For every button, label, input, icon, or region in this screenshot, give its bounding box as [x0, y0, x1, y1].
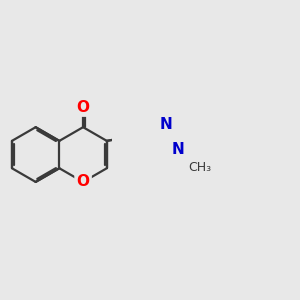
Text: N: N	[160, 117, 173, 132]
Text: O: O	[76, 100, 90, 115]
Text: N: N	[172, 142, 184, 157]
Text: O: O	[76, 174, 90, 189]
Text: CH₃: CH₃	[188, 161, 212, 174]
